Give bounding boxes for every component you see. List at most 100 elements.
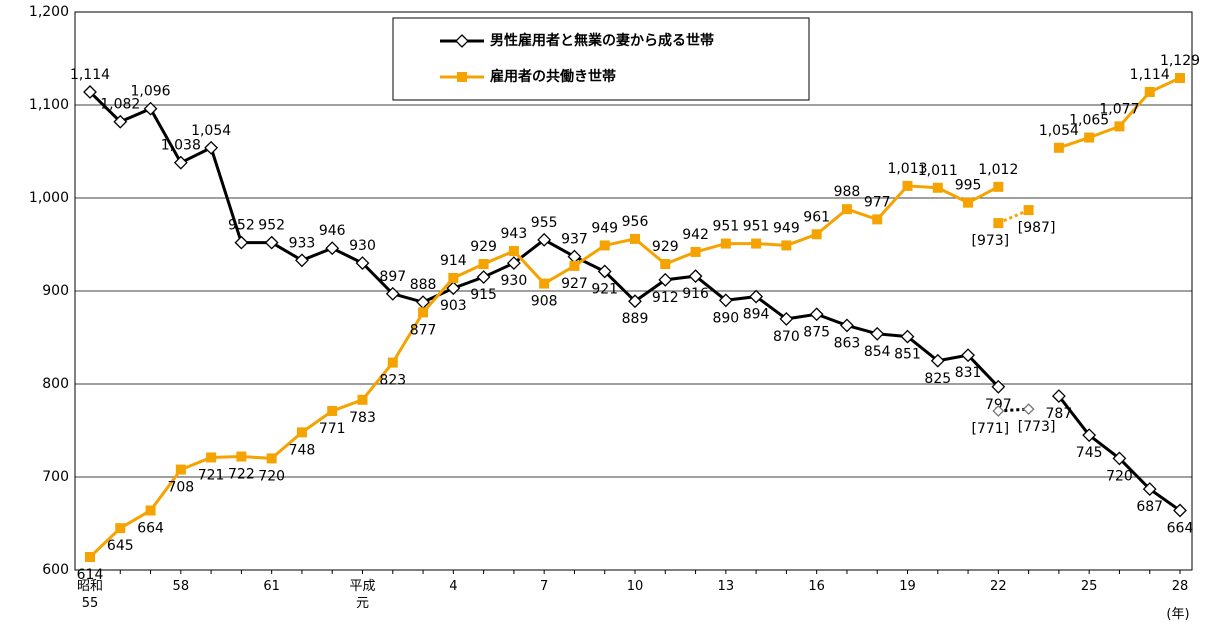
point [809,307,824,322]
y-tick-label: 700 [42,469,69,485]
point [1051,389,1066,404]
point [993,218,1004,229]
point [872,214,883,225]
point [1112,451,1127,466]
point [446,281,461,296]
point [1144,86,1155,97]
point [448,272,459,283]
data-label: 823 [379,373,406,389]
data-label: 645 [107,538,134,554]
data-label: 1,096 [131,84,171,100]
point [173,155,188,170]
data-label: 783 [349,410,376,426]
data-label: 664 [137,520,164,536]
data-label: [987] [1018,220,1056,236]
data-label: [771] [972,421,1010,437]
data-label: 1,011 [918,163,958,179]
data-label: 930 [501,273,528,289]
x-tick-label: 22 [990,579,1007,594]
data-label: 664 [1167,520,1194,536]
data-label: 952 [228,218,255,234]
point [930,353,945,368]
point [325,241,340,256]
point [567,249,582,264]
point [1084,132,1095,143]
legend-label: 雇用者の共働き世帯 [490,68,616,85]
data-label: 1,054 [1039,123,1079,139]
point [204,140,219,155]
point [749,289,764,304]
data-label: 771 [319,421,346,437]
data-label: 748 [289,442,316,458]
data-label: 1,114 [1130,67,1170,83]
point [234,235,249,250]
point [537,232,552,247]
data-label: 722 [228,467,255,483]
point [781,240,792,251]
point [145,505,156,516]
data-label: 1,114 [70,67,110,83]
point [476,270,491,284]
point [327,405,338,416]
data-label: 851 [894,347,921,363]
point [963,197,974,208]
data-label: 888 [410,277,437,293]
data-label: 903 [440,298,467,314]
point [418,307,429,318]
point [175,464,186,475]
data-label: 877 [410,322,437,338]
data-label: 745 [1076,445,1103,461]
x-tick-label: 58 [172,579,190,594]
point [688,269,703,284]
point [296,427,307,438]
data-label: 927 [561,276,588,292]
data-label: 952 [258,218,285,234]
data-label: 1,082 [100,97,140,113]
data-label: 1,065 [1069,113,1109,129]
point [900,329,915,344]
data-label: 914 [440,253,467,269]
data-label: [973] [972,233,1010,249]
data-label: 951 [743,219,770,235]
data-label: 687 [1136,499,1163,515]
point [569,260,580,271]
data-label: 988 [834,184,861,200]
data-label: 831 [955,365,982,381]
data-label: 916 [682,286,709,302]
x-tick-label: 平成 元 [349,579,376,611]
data-label: 614 [77,567,104,583]
point [1142,482,1157,497]
point [1114,121,1125,132]
data-label: 854 [864,344,891,360]
point [961,348,975,363]
data-label: 1,012 [978,162,1018,178]
data-label: 951 [712,219,739,235]
point [506,256,521,271]
data-label: 708 [167,480,194,496]
point [236,451,247,462]
y-tick-label: 600 [42,562,69,578]
point [1053,142,1064,153]
point [630,233,640,244]
point [718,293,733,308]
data-label: 890 [712,310,739,326]
data-label: 1,013 [887,161,927,177]
point [264,235,279,250]
data-label: 912 [652,290,679,306]
y-tick-label: 800 [42,376,69,392]
point [85,551,95,562]
point [266,453,277,464]
x-unit-label: (年) [1166,607,1190,622]
data-label: 921 [591,281,618,297]
point [113,114,128,129]
x-tick-label: 28 [1171,579,1189,594]
point [992,405,1005,417]
point [902,180,913,191]
data-label: 863 [834,335,861,351]
x-tick-label: 25 [1080,579,1098,594]
data-label: 937 [561,232,588,248]
legend-box [392,17,810,101]
data-label: 720 [1106,468,1133,484]
point [206,452,217,463]
point [357,394,368,405]
